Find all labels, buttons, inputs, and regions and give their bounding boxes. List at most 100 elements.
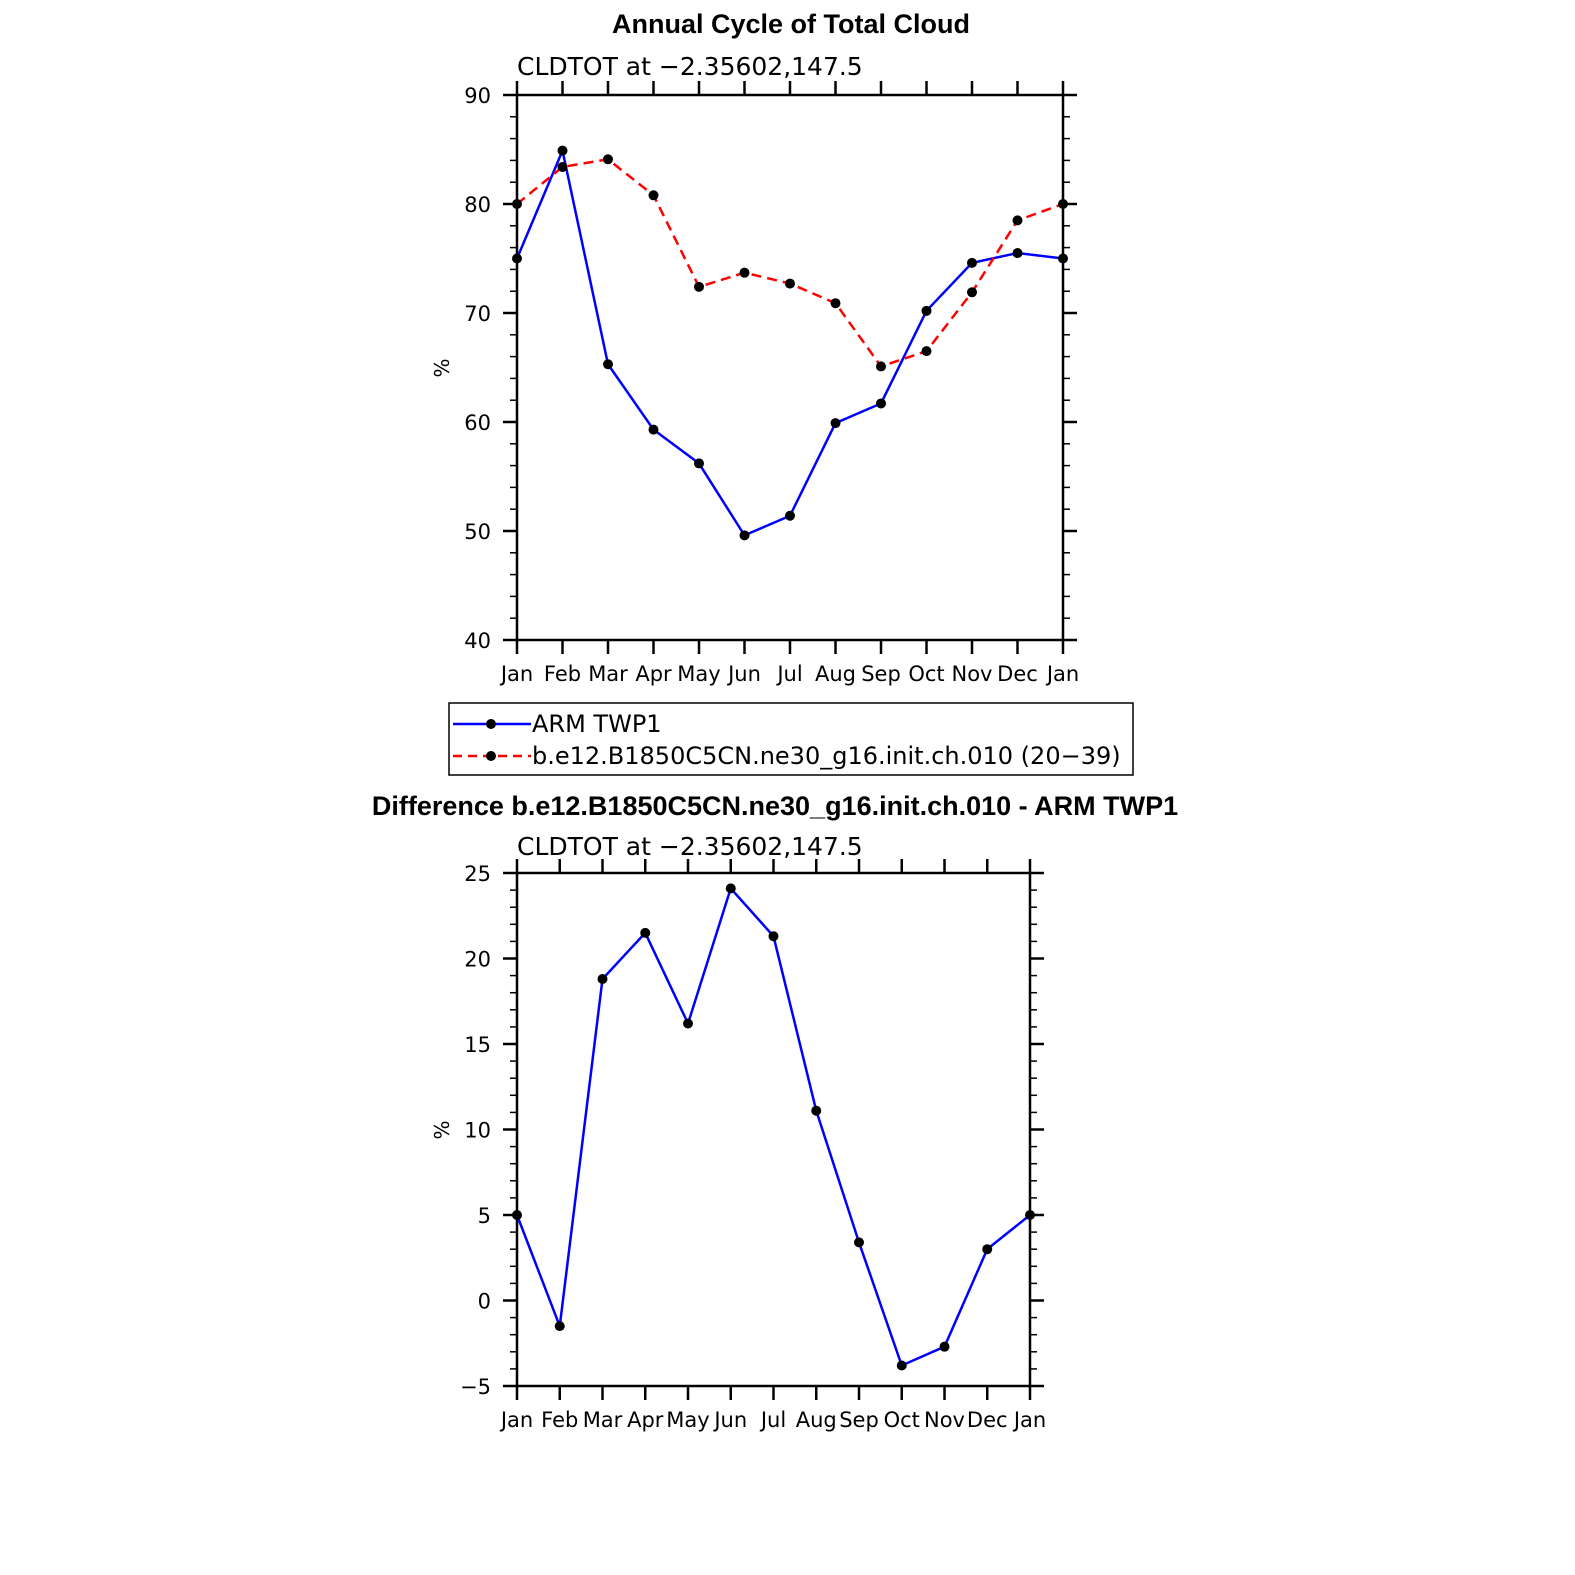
legend-marker-model — [486, 751, 496, 761]
legend-marker-arm-twp1 — [486, 719, 496, 729]
chart0-x-tick-label: Sep — [861, 662, 901, 686]
chart1-series-0-point — [939, 1341, 950, 1352]
chart1-y-tick-label: 20 — [464, 948, 491, 972]
annual-cycle-chart: Annual Cycle of Total Cloud CLDTOT at −2… — [430, 9, 1134, 776]
chart0-series-0-point — [1058, 253, 1068, 264]
chart0-x-tick-label: Aug — [815, 662, 856, 686]
chart1-ticks: Jan Feb Mar Apr May Jun Jul Aug Sep Oct Nov Dec Jan 4… — [464, 81, 1079, 686]
chart1-x-tick-label: Apr — [627, 1408, 664, 1432]
chart0-x-tick-label: Jul — [775, 662, 802, 686]
legend-label-arm-twp1: ARM TWP1 — [532, 710, 662, 738]
chart0-y-tick-label: 40 — [464, 629, 491, 653]
chart2-title: Difference b.e12.B1850C5CN.ne30_g16.init… — [372, 791, 1178, 821]
chart1-series — [512, 145, 1068, 541]
chart1-series-0-point — [554, 1321, 565, 1332]
chart0-series-1-point — [648, 190, 659, 201]
chart1-x-tick-label: Feb — [541, 1408, 578, 1432]
chart1-x-tick-label: Jul — [759, 1408, 786, 1432]
chart0-series-0-point — [557, 145, 568, 156]
chart0-series-1-point — [1058, 199, 1068, 209]
chart0-y-tick-label: 80 — [464, 193, 491, 217]
chart1-series-0-point — [982, 1244, 993, 1255]
chart0-series-line-0 — [515, 146, 1064, 537]
chart1-series-0-point — [896, 1360, 907, 1371]
chart1-x-tick-label: Jan — [1012, 1408, 1046, 1432]
chart0-series-0-point — [1012, 248, 1023, 259]
chart0-series-1-point — [830, 298, 841, 309]
chart1-series-line-0 — [515, 885, 1031, 1368]
chart0-x-tick-label: Dec — [997, 662, 1038, 686]
chart1-series-0-point — [725, 883, 736, 894]
chart0-x-tick-label: May — [677, 662, 720, 686]
chart0-x-tick-label: Oct — [908, 662, 944, 686]
chart1-x-tick-label: Jan — [499, 1408, 533, 1432]
chart1-y-tick-label: 25 — [464, 862, 491, 886]
chart1-x-tick-label: May — [666, 1408, 709, 1432]
chart0-x-tick-label: Jun — [726, 662, 761, 686]
chart1-legend: ARM TWP1 b.e12.B1850C5CN.ne30_g16.init.c… — [448, 702, 1134, 776]
chart0-x-tick-label: Apr — [635, 662, 672, 686]
chart1-series-0-point — [811, 1105, 822, 1116]
chart0-series-0-point — [694, 458, 704, 469]
chart1-y-tick-label: 15 — [464, 1033, 491, 1057]
chart1-series-0-point — [683, 1018, 693, 1029]
chart0-x-tick-label: Jan — [1045, 662, 1079, 686]
chart1-subtitle: CLDTOT at −2.35602,147.5 — [517, 52, 863, 81]
chart1-series-0-point — [512, 1210, 522, 1220]
chart1-y-axis-label: % — [430, 358, 454, 377]
chart0-series-0-point — [648, 424, 659, 435]
chart0-series-1-point — [967, 287, 977, 298]
chart0-series-1-point — [603, 154, 613, 165]
chart1-series-0-point — [1025, 1210, 1035, 1220]
chart0-x-tick-label: Nov — [952, 662, 993, 686]
chart0-x-tick-label: Jan — [499, 662, 533, 686]
legend-box — [448, 702, 1134, 776]
chart1-y-tick-label: 10 — [464, 1119, 491, 1143]
chart2-subtitle: CLDTOT at −2.35602,147.5 — [517, 832, 863, 861]
chart1-x-tick-label: Aug — [796, 1408, 837, 1432]
chart1-series-0-point — [640, 927, 651, 938]
chart0-y-tick-label: 90 — [464, 84, 491, 108]
chart1-plot-frame — [515, 93, 1065, 642]
legend-label-model: b.e12.B1850C5CN.ne30_g16.init.ch.010 (20… — [532, 742, 1121, 770]
chart0-series-1-point — [557, 161, 568, 172]
chart1-x-tick-label: Mar — [583, 1408, 623, 1432]
chart1-x-tick-label: Sep — [839, 1408, 879, 1432]
legend-entry-model: b.e12.B1850C5CN.ne30_g16.init.ch.010 (20… — [453, 742, 1121, 770]
chart0-series-0-point — [512, 253, 522, 264]
chart1-x-tick-label: Nov — [924, 1408, 965, 1432]
chart0-series-1-point — [739, 267, 750, 278]
chart1-y-tick-label: −5 — [460, 1375, 491, 1399]
chart2-y-axis-label: % — [430, 1120, 454, 1139]
chart1-y-tick-label: 5 — [478, 1204, 491, 1228]
chart0-series-1-point — [785, 278, 795, 289]
chart0-series-1-point — [694, 281, 704, 292]
chart2-series — [512, 883, 1035, 1371]
chart0-series-0-point — [967, 257, 977, 268]
chart1-x-tick-label: Dec — [967, 1408, 1008, 1432]
chart0-y-tick-label: 70 — [464, 302, 491, 326]
chart0-x-tick-label: Mar — [588, 662, 628, 686]
chart1-title: Annual Cycle of Total Cloud — [612, 9, 970, 39]
chart0-series-0-point — [785, 510, 795, 521]
chart0-y-tick-label: 50 — [464, 520, 491, 544]
chart0-x-tick-label: Feb — [544, 662, 581, 686]
chart0-series-line-1 — [516, 157, 1064, 368]
chart0-series-1-point — [1012, 215, 1023, 226]
legend-entry-arm-twp1: ARM TWP1 — [453, 710, 662, 738]
chart0-series-0-point — [603, 359, 613, 370]
chart0-series-0-point — [739, 530, 750, 541]
chart1-x-tick-label: Jun — [712, 1408, 747, 1432]
chart1-x-tick-label: Oct — [884, 1408, 920, 1432]
chart2-plot-frame — [515, 871, 1032, 1388]
chart1-series-0-point — [854, 1237, 864, 1248]
chart0-series-0-point — [830, 418, 841, 429]
chart1-y-tick-label: 0 — [478, 1290, 491, 1314]
chart0-series-0-point — [876, 398, 886, 409]
difference-chart: Difference b.e12.B1850C5CN.ne30_g16.init… — [372, 791, 1178, 1432]
chart0-y-tick-label: 60 — [464, 411, 491, 435]
chart0-series-1-point — [921, 346, 932, 357]
chart0-series-1-point — [876, 361, 886, 372]
chart1-series-0-point — [768, 931, 779, 942]
